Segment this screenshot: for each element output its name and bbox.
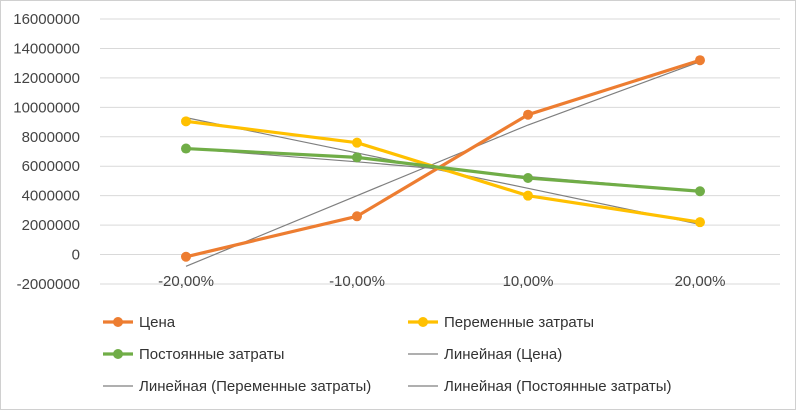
- legend-item: Постоянные затраты: [103, 346, 284, 363]
- legend-item: Линейная (Постоянные затраты): [408, 378, 672, 395]
- y-tick-label: 6000000: [22, 158, 80, 175]
- legend-item: Линейная (Переменные затраты): [103, 378, 371, 395]
- legend-item: Цена: [103, 314, 176, 331]
- series-lines: [181, 55, 705, 262]
- legend: Цена Переменные затраты Постоянные затраты…: [103, 314, 672, 395]
- trendline: [185, 61, 701, 267]
- data-point: [523, 173, 533, 183]
- y-tick-label: 10000000: [13, 99, 80, 116]
- y-tick-label: -2000000: [17, 276, 80, 293]
- data-point: [352, 137, 362, 148]
- x-axis-tick-labels: -20,00% -10,00% 10,00% 20,00%: [158, 273, 725, 290]
- data-point: [523, 190, 533, 201]
- y-tick-label: 0: [72, 247, 80, 264]
- data-point: [695, 217, 705, 228]
- legend-marker: [113, 349, 123, 359]
- data-point: [181, 116, 191, 127]
- legend-label: Линейная (Цена): [444, 346, 562, 363]
- series-line: [185, 58, 701, 259]
- data-point: [695, 186, 705, 197]
- y-tick-label: 4000000: [22, 188, 80, 205]
- legend-item: Переменные затраты: [408, 314, 594, 331]
- legend-marker: [113, 317, 123, 327]
- data-point: [352, 211, 362, 222]
- x-tick-label: 10,00%: [503, 273, 554, 290]
- y-tick-label: 12000000: [13, 70, 80, 87]
- legend-label: Переменные затраты: [444, 314, 594, 331]
- data-point: [181, 143, 191, 154]
- x-tick-label: -20,00%: [158, 273, 214, 290]
- legend-marker: [418, 317, 428, 327]
- y-axis-tick-labels: -2000000 0 2000000 4000000 6000000 8000000 100…: [13, 11, 80, 293]
- y-tick-label: 14000000: [13, 40, 80, 57]
- data-point: [523, 109, 533, 120]
- gridlines: [100, 18, 780, 285]
- data-point: [695, 55, 705, 66]
- legend-label: Постоянные затраты: [139, 346, 284, 363]
- y-tick-label: 16000000: [13, 11, 80, 28]
- y-tick-label: 8000000: [22, 129, 80, 146]
- data-point: [181, 251, 191, 262]
- series-line: [185, 146, 701, 193]
- legend-label: Цена: [139, 314, 176, 331]
- x-tick-label: -10,00%: [329, 273, 385, 290]
- trendline: [185, 117, 701, 225]
- legend-item: Линейная (Цена): [408, 346, 562, 363]
- x-tick-label: 20,00%: [675, 273, 726, 290]
- legend-label: Линейная (Переменные затраты): [139, 378, 371, 395]
- data-point: [352, 152, 362, 163]
- y-tick-label: 2000000: [22, 217, 80, 234]
- legend-label: Линейная (Постоянные затраты): [444, 378, 672, 395]
